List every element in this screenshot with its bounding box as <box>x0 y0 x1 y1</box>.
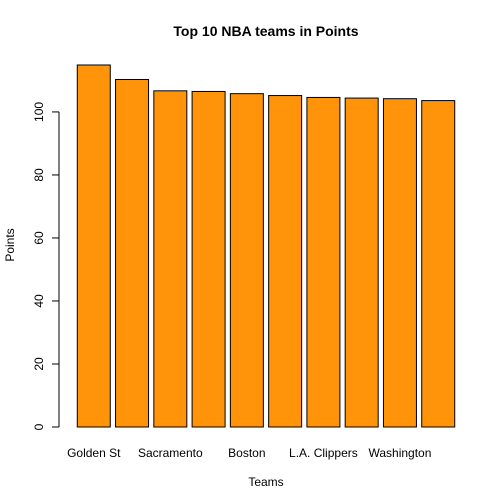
chart-title: Top 10 NBA teams in Points <box>173 23 358 39</box>
bar-5 <box>229 93 264 428</box>
y-tick-label: 0 <box>32 423 46 430</box>
bar-3 <box>153 90 188 428</box>
bar-9 <box>382 98 417 428</box>
bars-group <box>76 64 456 428</box>
x-tick-label: Boston <box>228 446 265 460</box>
x-tick-label: Sacramento <box>138 446 203 460</box>
y-axis-label: Points <box>3 228 17 261</box>
y-tick-label: 40 <box>32 294 46 308</box>
bar-4 <box>191 90 226 428</box>
y-tick-label: 60 <box>32 231 46 245</box>
y-tick-label: 80 <box>32 168 46 182</box>
bar-1 <box>76 64 111 428</box>
bar-2 <box>115 78 150 428</box>
x-axis-labels: Golden St Sacramento Boston L.A. Clippers Wa… <box>67 446 431 460</box>
bar-10 <box>421 100 456 428</box>
x-tick-label: Washington <box>368 446 431 460</box>
x-tick-label: Golden St <box>67 446 121 460</box>
bar-6 <box>268 95 303 428</box>
y-tick-label: 100 <box>32 102 46 122</box>
bar-7 <box>306 96 341 428</box>
x-tick-label: L.A. Clippers <box>289 446 358 460</box>
bar-8 <box>344 97 379 428</box>
x-axis-label: Teams <box>248 475 283 489</box>
y-axis: 0 20 40 60 80 100 <box>32 102 60 430</box>
y-tick-label: 20 <box>32 357 46 371</box>
